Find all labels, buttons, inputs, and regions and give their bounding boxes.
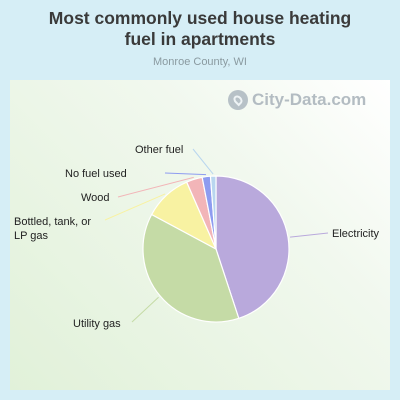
leader-line [164,172,207,176]
pie-slice-electricity [215,175,290,320]
chart-title: Most commonly used house heating fuel in… [0,8,400,50]
slice-label: Utility gas [73,318,121,330]
chart-title-line-1: Most commonly used house heating [48,8,352,28]
slice-label: Electricity [332,228,380,240]
slice-label: No fuel used [65,168,127,180]
pie-slice-other-fuel [209,175,217,250]
leader-line [117,176,194,198]
chart-title-line-2: fuel in apartments [124,29,276,49]
slice-label: Bottled, tank, or LP gas [14,216,91,242]
slice-label: Other fuel [135,144,183,156]
city-data-logo-icon [228,90,248,110]
watermark-text: City-Data.com [252,90,367,109]
pie-slice-utility-gas [142,213,240,323]
leader-line [192,148,214,175]
watermark: City-Data.com [228,90,366,110]
leader-line [131,296,159,323]
leader-line [104,193,166,221]
leader-line [290,232,329,238]
chart-subtitle: Monroe County, WI [153,56,247,68]
slice-label: Wood [81,192,110,204]
